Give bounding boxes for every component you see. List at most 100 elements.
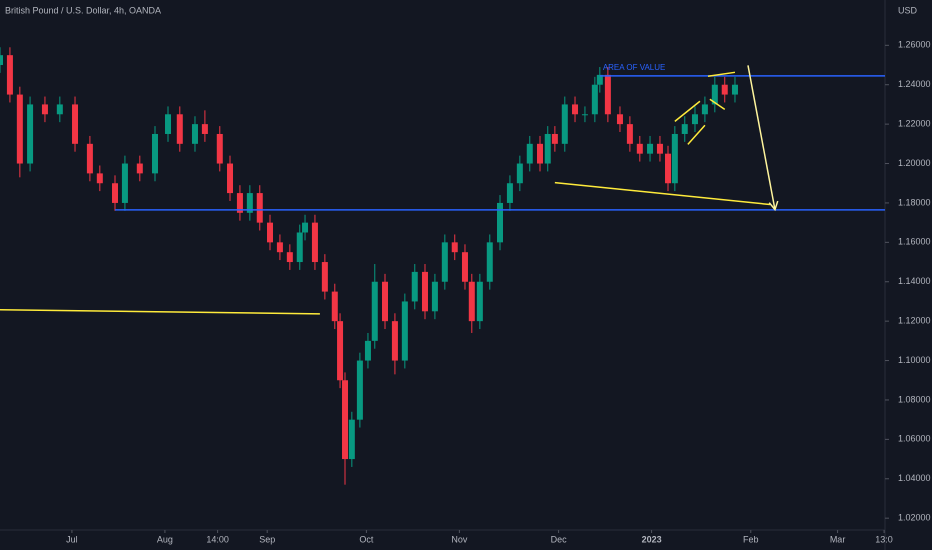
candle-body bbox=[572, 104, 579, 115]
trend-line bbox=[554, 181, 771, 206]
candle-body bbox=[421, 271, 428, 312]
candle-body bbox=[486, 242, 493, 282]
plot-area bbox=[0, 47, 885, 485]
y-tick-label: 1.22000 bbox=[898, 119, 931, 129]
candle-body bbox=[381, 281, 388, 322]
candle-body bbox=[56, 104, 63, 115]
candle-body bbox=[201, 124, 208, 134]
candle-body bbox=[41, 104, 48, 115]
candle-body bbox=[27, 104, 34, 164]
candle-body bbox=[216, 133, 223, 164]
candle-body bbox=[256, 193, 263, 223]
candle-body bbox=[497, 202, 504, 243]
candle-body bbox=[431, 281, 438, 312]
candle-body bbox=[16, 94, 23, 164]
candle-body bbox=[665, 153, 672, 184]
arrow-head bbox=[768, 200, 779, 212]
candle-body bbox=[356, 360, 363, 420]
candle-body bbox=[596, 74, 603, 85]
y-tick-label: 1.04000 bbox=[898, 473, 931, 483]
candle-body bbox=[165, 114, 172, 134]
x-tick-label: 13:0 bbox=[875, 534, 893, 544]
candle-body bbox=[731, 84, 738, 95]
y-tick-label: 1.20000 bbox=[898, 158, 931, 168]
arrow-line bbox=[747, 65, 776, 210]
y-tick-label: 1.16000 bbox=[898, 237, 931, 247]
candle-body bbox=[604, 74, 611, 115]
candle-body bbox=[591, 84, 598, 115]
y-tick-label: 1.26000 bbox=[898, 40, 931, 50]
y-tick-label: 1.14000 bbox=[898, 276, 931, 286]
candle-body bbox=[151, 133, 158, 174]
candle-body bbox=[401, 301, 408, 361]
candle-body bbox=[561, 104, 568, 144]
candle-body bbox=[72, 104, 79, 144]
candle-body bbox=[302, 222, 309, 233]
candle-body bbox=[461, 252, 468, 282]
candle-body bbox=[691, 114, 698, 125]
candle-body bbox=[176, 114, 183, 144]
candle-body bbox=[348, 419, 355, 460]
candle-body bbox=[468, 281, 475, 322]
candle-body bbox=[342, 380, 349, 460]
y-tick-label: 1.10000 bbox=[898, 355, 931, 365]
candle-body bbox=[551, 133, 558, 144]
candle-body bbox=[701, 104, 708, 115]
candle-body bbox=[581, 114, 588, 116]
candle-body bbox=[371, 281, 378, 341]
candle-body bbox=[96, 173, 103, 184]
x-tick-label: 14:00 bbox=[206, 534, 229, 544]
x-tick-label: 2023 bbox=[642, 534, 662, 544]
candle-body bbox=[451, 242, 458, 253]
candle-body bbox=[636, 143, 643, 154]
candle-body bbox=[536, 143, 543, 164]
candle-body bbox=[331, 291, 338, 322]
candle-body bbox=[246, 193, 253, 213]
candle-body bbox=[721, 84, 728, 95]
trend-line bbox=[0, 308, 320, 315]
candle-body bbox=[321, 262, 328, 292]
candle-body bbox=[236, 193, 243, 213]
y-tick-label: 1.12000 bbox=[898, 316, 931, 326]
y-tick-label: 1.02000 bbox=[898, 513, 931, 523]
y-tick-label: 1.24000 bbox=[898, 79, 931, 89]
candle-body bbox=[227, 163, 234, 194]
y-tick-label: 1.18000 bbox=[898, 197, 931, 207]
y-tick-label: 1.08000 bbox=[898, 394, 931, 404]
candle-body bbox=[671, 133, 678, 184]
candle-body bbox=[626, 124, 633, 144]
x-tick-label: Dec bbox=[551, 534, 568, 544]
candle-body bbox=[6, 55, 13, 95]
candle-body bbox=[681, 124, 688, 134]
candle-body bbox=[0, 55, 3, 66]
candle-body bbox=[112, 183, 119, 203]
candle-body bbox=[286, 252, 293, 263]
candle-body bbox=[121, 163, 128, 203]
trend-line bbox=[709, 98, 726, 110]
x-tick-label: Oct bbox=[359, 534, 374, 544]
x-tick-label: Aug bbox=[157, 534, 173, 544]
candle-body bbox=[526, 143, 533, 164]
trend-line bbox=[707, 71, 736, 77]
candle-body bbox=[136, 163, 143, 174]
candle-body bbox=[266, 222, 273, 243]
y-axis-label: USD bbox=[898, 5, 918, 15]
candle-body bbox=[411, 271, 418, 302]
candle-body bbox=[616, 114, 623, 125]
x-tick-label: Jul bbox=[66, 534, 78, 544]
candle-body bbox=[656, 143, 663, 154]
candle-body bbox=[506, 183, 513, 203]
y-tick-label: 1.06000 bbox=[898, 434, 931, 444]
candle-body bbox=[441, 242, 448, 282]
candle-body bbox=[337, 321, 344, 381]
candle-body bbox=[647, 143, 654, 154]
line-label: AREA OF VALUE bbox=[603, 63, 666, 72]
candle-body bbox=[391, 321, 398, 361]
candle-body bbox=[364, 340, 371, 361]
x-tick-label: Sep bbox=[259, 534, 275, 544]
trend-line bbox=[674, 100, 701, 122]
candle-body bbox=[311, 222, 318, 263]
candle-body bbox=[544, 133, 551, 164]
candle-body bbox=[191, 124, 198, 144]
candle-body bbox=[276, 242, 283, 253]
